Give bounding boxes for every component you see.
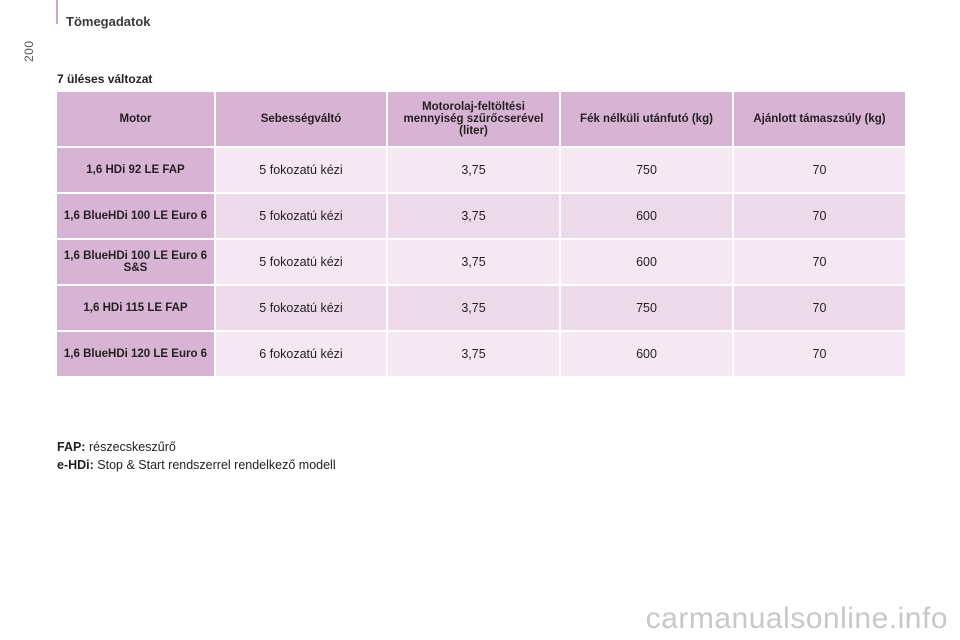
note-term: FAP: [57,440,86,454]
cell-gearbox: 5 fokozatú kézi [216,148,386,192]
watermark: carmanualsonline.info [645,602,948,635]
cell-unbraked-trailer: 600 [561,332,732,376]
cell-gearbox: 5 fokozatú kézi [216,240,386,284]
cell-oil-capacity: 3,75 [388,240,559,284]
weight-data-table: Motor Sebességváltó Motorolaj-feltöltési… [55,90,907,378]
cell-unbraked-trailer: 600 [561,240,732,284]
cell-motor: 1,6 HDi 92 LE FAP [57,148,214,192]
cell-motor: 1,6 BlueHDi 100 LE Euro 6 [57,194,214,238]
cell-nose-weight: 70 [734,332,905,376]
cell-gearbox: 5 fokozatú kézi [216,194,386,238]
cell-nose-weight: 70 [734,240,905,284]
note-definition: részecskeszűrő [88,440,176,454]
abbreviation-notes: FAP: részecskeszűrő e-HDi: Stop & Start … [57,438,336,474]
cell-unbraked-trailer: 750 [561,286,732,330]
table-header-row: Motor Sebességváltó Motorolaj-feltöltési… [57,92,905,146]
cell-nose-weight: 70 [734,286,905,330]
cell-oil-capacity: 3,75 [388,194,559,238]
cell-gearbox: 5 fokozatú kézi [216,286,386,330]
cell-oil-capacity: 3,75 [388,286,559,330]
cell-motor: 1,6 BlueHDi 120 LE Euro 6 [57,332,214,376]
column-header-nose-weight: Ajánlott támaszsúly (kg) [734,92,905,146]
cell-nose-weight: 70 [734,194,905,238]
column-header-unbraked-trailer: Fék nélküli utánfutó (kg) [561,92,732,146]
column-header-oil-capacity: Motorolaj-feltöltési mennyiség szűrőcser… [388,92,559,146]
page-number: 200 [22,40,36,62]
cell-oil-capacity: 3,75 [388,332,559,376]
note-item: FAP: részecskeszűrő [57,438,336,456]
table-row: 1,6 HDi 92 LE FAP 5 fokozatú kézi 3,75 7… [57,148,905,192]
table-subtitle: 7 üléses változat [57,72,153,86]
cell-unbraked-trailer: 750 [561,148,732,192]
cell-oil-capacity: 3,75 [388,148,559,192]
section-marker-line [56,0,58,24]
cell-unbraked-trailer: 600 [561,194,732,238]
cell-gearbox: 6 fokozatú kézi [216,332,386,376]
note-item: e-HDi: Stop & Start rendszerrel rendelke… [57,456,336,474]
cell-motor: 1,6 BlueHDi 100 LE Euro 6 S&S [57,240,214,284]
table-row: 1,6 BlueHDi 100 LE Euro 6 S&S 5 fokozatú… [57,240,905,284]
section-title: Tömegadatok [66,14,151,29]
column-header-motor: Motor [57,92,214,146]
cell-nose-weight: 70 [734,148,905,192]
table-row: 1,6 BlueHDi 100 LE Euro 6 5 fokozatú kéz… [57,194,905,238]
note-term: e-HDi: [57,458,94,472]
table-row: 1,6 HDi 115 LE FAP 5 fokozatú kézi 3,75 … [57,286,905,330]
note-definition: Stop & Start rendszerrel rendelkező mode… [97,458,336,472]
table-row: 1,6 BlueHDi 120 LE Euro 6 6 fokozatú kéz… [57,332,905,376]
cell-motor: 1,6 HDi 115 LE FAP [57,286,214,330]
column-header-gearbox: Sebességváltó [216,92,386,146]
